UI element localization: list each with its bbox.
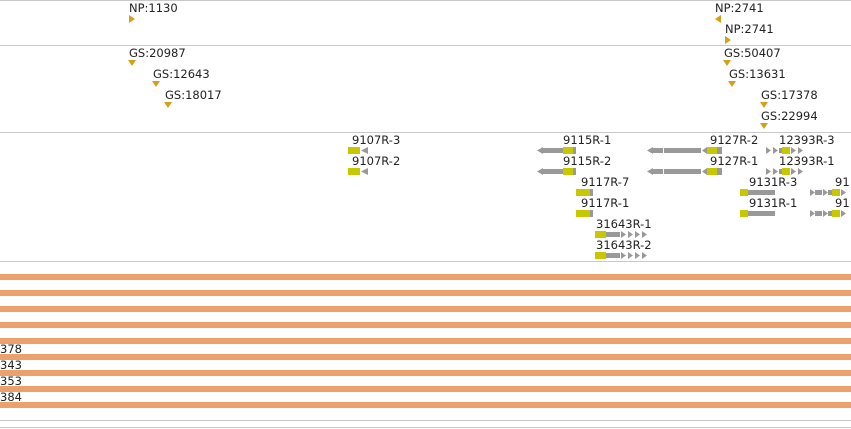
coverage-bar[interactable] — [0, 370, 851, 376]
gene-label[interactable]: 91 — [835, 175, 850, 189]
gs-label[interactable]: GS:13631 — [729, 67, 786, 81]
gene-label[interactable]: 9115R-1 — [563, 133, 612, 147]
gs-marker-down-icon[interactable] — [128, 60, 136, 66]
gene-label[interactable]: 9117R-1 — [581, 196, 630, 210]
gs-marker-down-icon[interactable] — [164, 102, 172, 108]
gs-marker-down-icon[interactable] — [728, 81, 736, 87]
gene-label[interactable]: 9127R-1 — [710, 154, 759, 168]
gene-model[interactable] — [766, 146, 808, 156]
coverage-row-label: 353 — [0, 374, 22, 388]
coverage-row-label: 378 — [0, 342, 22, 356]
gs-label[interactable]: GS:12643 — [153, 67, 210, 81]
gene-model[interactable] — [537, 146, 577, 156]
np-label[interactable]: NP:2741 — [715, 1, 764, 15]
gene-model[interactable] — [595, 230, 651, 240]
gene-model[interactable] — [810, 209, 851, 219]
gs-label[interactable]: GS:20987 — [129, 46, 186, 60]
coverage-bar[interactable] — [0, 274, 851, 280]
gene-label[interactable]: 31643R-1 — [596, 217, 652, 231]
gene-model[interactable] — [537, 167, 577, 177]
track-separator — [0, 45, 851, 46]
gene-label[interactable]: 9107R-2 — [352, 154, 401, 168]
gene-model[interactable] — [740, 209, 776, 219]
coverage-track: 378 343 353 384 — [0, 262, 851, 429]
gs-marker-down-icon[interactable] — [723, 60, 731, 66]
gene-label[interactable]: 31643R-2 — [596, 238, 652, 252]
gene-model[interactable] — [348, 167, 370, 177]
coverage-bar[interactable] — [0, 338, 851, 344]
gene-model[interactable] — [576, 209, 594, 219]
np-label[interactable]: NP:1130 — [129, 1, 178, 15]
track-separator — [0, 427, 851, 428]
gene-label[interactable]: 12393R-1 — [779, 154, 835, 168]
gs-label[interactable]: GS:18017 — [165, 88, 222, 102]
gs-track: GS:20987 GS:12643 GS:18017 GS:50407 GS:1… — [0, 46, 851, 132]
gs-label[interactable]: GS:17378 — [761, 88, 818, 102]
gene-label[interactable]: 12393R-3 — [779, 133, 835, 147]
np-marker-right-icon[interactable] — [129, 15, 135, 23]
gene-model[interactable] — [576, 188, 594, 198]
gs-label[interactable]: GS:22994 — [761, 109, 818, 123]
gene-model[interactable] — [647, 146, 723, 156]
gene-label[interactable]: 9117R-7 — [581, 175, 630, 189]
gene-label[interactable]: 9127R-2 — [710, 133, 759, 147]
gene-label[interactable]: 9131R-1 — [749, 196, 798, 210]
gene-label[interactable]: 9131R-3 — [749, 175, 798, 189]
coverage-bar[interactable] — [0, 290, 851, 296]
coverage-row-label: 343 — [0, 358, 22, 372]
gene-label[interactable]: 91 — [835, 196, 850, 210]
np-track: NP:1130 NP:2741 NP:2741 — [0, 0, 851, 45]
gene-model[interactable] — [766, 167, 808, 177]
coverage-bar[interactable] — [0, 354, 851, 360]
gene-track: 9107R-3 9107R-2 9115R-1 9115R-2 9117R-7 … — [0, 133, 851, 261]
coverage-bar[interactable] — [0, 386, 851, 392]
track-separator — [0, 261, 851, 262]
gs-label[interactable]: GS:50407 — [724, 46, 781, 60]
gs-marker-down-icon[interactable] — [760, 123, 768, 129]
coverage-bar[interactable] — [0, 306, 851, 312]
gene-model[interactable] — [595, 251, 651, 261]
gs-marker-down-icon[interactable] — [152, 81, 160, 87]
np-marker-right-icon[interactable] — [725, 36, 731, 44]
track-separator — [0, 0, 851, 1]
gene-model[interactable] — [647, 167, 723, 177]
gene-label[interactable]: 9115R-2 — [563, 154, 612, 168]
gene-label[interactable]: 9107R-3 — [352, 133, 401, 147]
coverage-bar[interactable] — [0, 322, 851, 328]
track-separator — [0, 420, 851, 421]
gene-model[interactable] — [348, 146, 370, 156]
gs-marker-down-icon[interactable] — [760, 102, 768, 108]
np-marker-left-icon[interactable] — [715, 15, 721, 23]
coverage-bar[interactable] — [0, 402, 851, 408]
gene-model[interactable] — [740, 188, 776, 198]
coverage-row-label: 384 — [0, 390, 22, 404]
track-separator — [0, 132, 851, 133]
gene-model[interactable] — [810, 188, 851, 198]
np-label[interactable]: NP:2741 — [725, 22, 774, 36]
